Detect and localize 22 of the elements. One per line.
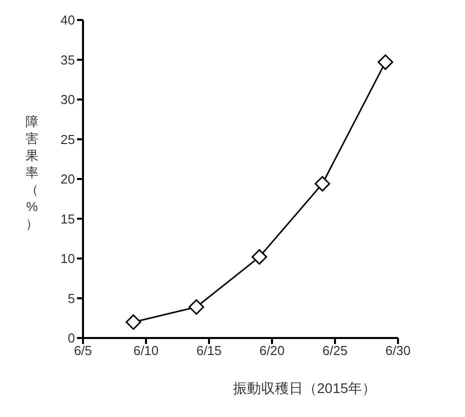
x-tick-label: 6/20 xyxy=(259,343,285,358)
y-tick-label: 10 xyxy=(60,251,75,266)
y-tick-label: 0 xyxy=(68,330,75,346)
y-tick-label: 15 xyxy=(60,211,75,226)
point xyxy=(378,54,394,70)
y-tick-label: 30 xyxy=(60,92,75,108)
point xyxy=(188,299,204,315)
x-tick-label: 6/5 xyxy=(74,343,92,358)
y-tick-label: 5 xyxy=(68,290,75,306)
y-tick-label: 35 xyxy=(60,52,75,68)
point xyxy=(314,176,330,192)
x-tick-label: 6/15 xyxy=(196,343,222,358)
x-tick-label: 6/30 xyxy=(385,343,411,358)
y-tick-label: 20 xyxy=(60,172,75,187)
x-axis-title: 振動収穫日（2015年） xyxy=(233,380,376,398)
x-tick-label: 6/25 xyxy=(322,343,348,358)
y-axis-title: 障害果率（%） xyxy=(24,113,40,232)
point xyxy=(126,314,142,330)
y-tick-label: 40 xyxy=(60,12,75,28)
point xyxy=(252,249,268,265)
y-tick-label: 25 xyxy=(60,132,75,147)
x-tick-label: 6/10 xyxy=(133,343,159,358)
